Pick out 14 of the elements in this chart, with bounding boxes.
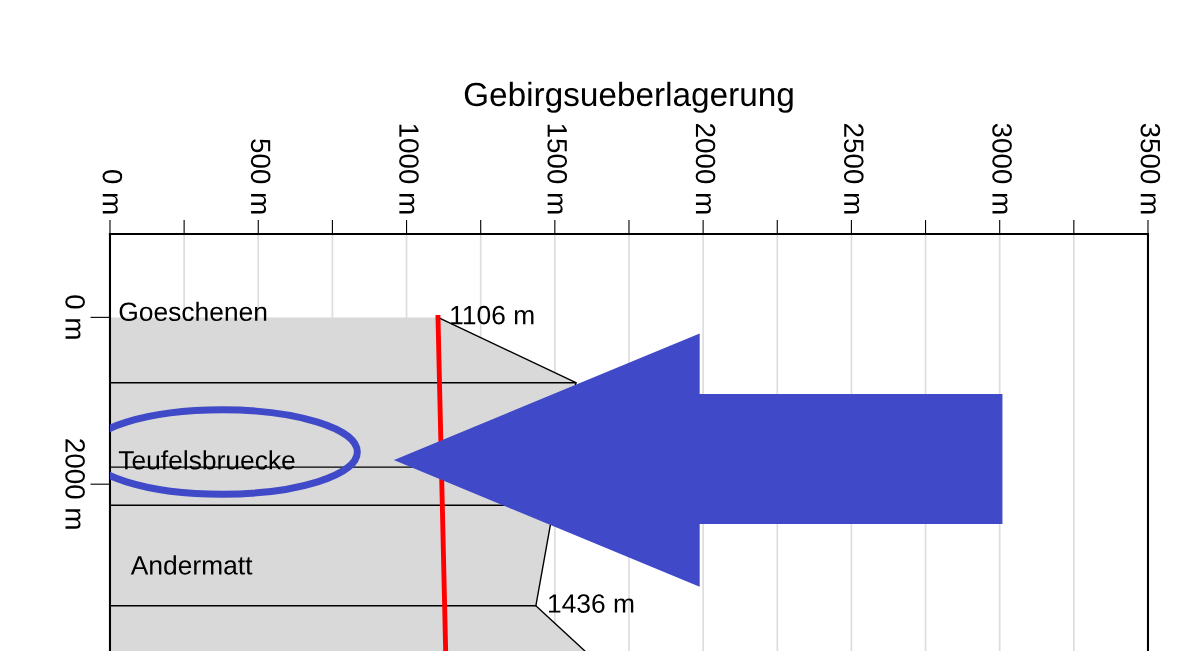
annotation: Teufelsbruecke	[118, 450, 295, 470]
annotation: 1436 m	[548, 594, 634, 613]
annotation: Goeschenen	[119, 301, 267, 322]
x-tick-label: 500 m	[250, 139, 271, 214]
x-tick-label: 3500 m	[1140, 123, 1161, 214]
annotation: Andermatt	[130, 555, 253, 575]
x-tick-label: 2000 m	[695, 123, 716, 214]
x-axis-title: Gebirgsueberlagerung	[464, 81, 793, 113]
x-tick-label: 1000 m	[399, 124, 419, 214]
x-tick-label: 2500 m	[843, 123, 864, 214]
x-tick-label: 3000 m	[992, 123, 1012, 214]
x-tick-label: 0 m	[102, 170, 123, 214]
annotation: 1106 m	[451, 305, 534, 325]
x-tick-label: 1500 m	[547, 124, 568, 214]
